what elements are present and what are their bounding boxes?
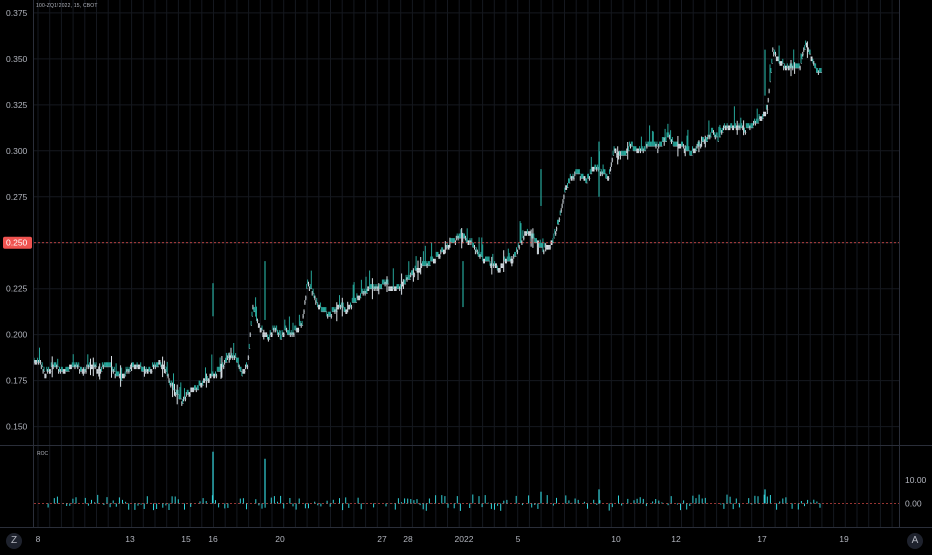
grid-lines (33, 0, 899, 527)
roc-histogram (34, 451, 899, 511)
time-tick-label: 2022 (455, 534, 474, 544)
price-tick-label: 0.200 (6, 330, 28, 340)
price-tick-label: 0.350 (6, 54, 28, 64)
last-price-label: 0.250 (6, 238, 28, 248)
time-tick-label: 15 (181, 534, 191, 544)
price-tick-label: 0.325 (6, 100, 28, 110)
price-tick-label: 0.275 (6, 192, 28, 202)
time-tick-label: 12 (671, 534, 681, 544)
time-tick-label: 17 (757, 534, 767, 544)
roc-tick-label: 0.00 (905, 498, 922, 508)
time-tick-label: 19 (839, 534, 849, 544)
indicator-label: ROC (37, 451, 49, 457)
time-tick-label: 8 (36, 534, 41, 544)
price-tick-label: 0.300 (6, 146, 28, 156)
time-tick-label: 16 (208, 534, 218, 544)
time-tick-label: 27 (377, 534, 387, 544)
price-tick-label: 0.150 (6, 422, 28, 432)
time-tick-label: 20 (275, 534, 285, 544)
last-price-badge (3, 236, 32, 249)
auto-scale-button[interactable]: A (907, 533, 923, 549)
symbol-title: 100-ZQ1!2022, 15, CBOT (36, 3, 98, 9)
price-tick-label: 0.175 (6, 376, 28, 386)
zoom-button[interactable]: Z (6, 533, 22, 549)
price-bars (33, 40, 899, 406)
time-tick-label: 10 (611, 534, 621, 544)
price-tick-label: 0.225 (6, 284, 28, 294)
time-tick-label: 28 (403, 534, 413, 544)
roc-tick-label: 10.00 (905, 475, 927, 485)
price-tick-label: 0.375 (6, 8, 28, 18)
time-tick-label: 13 (125, 534, 135, 544)
time-tick-label: 5 (516, 534, 521, 544)
